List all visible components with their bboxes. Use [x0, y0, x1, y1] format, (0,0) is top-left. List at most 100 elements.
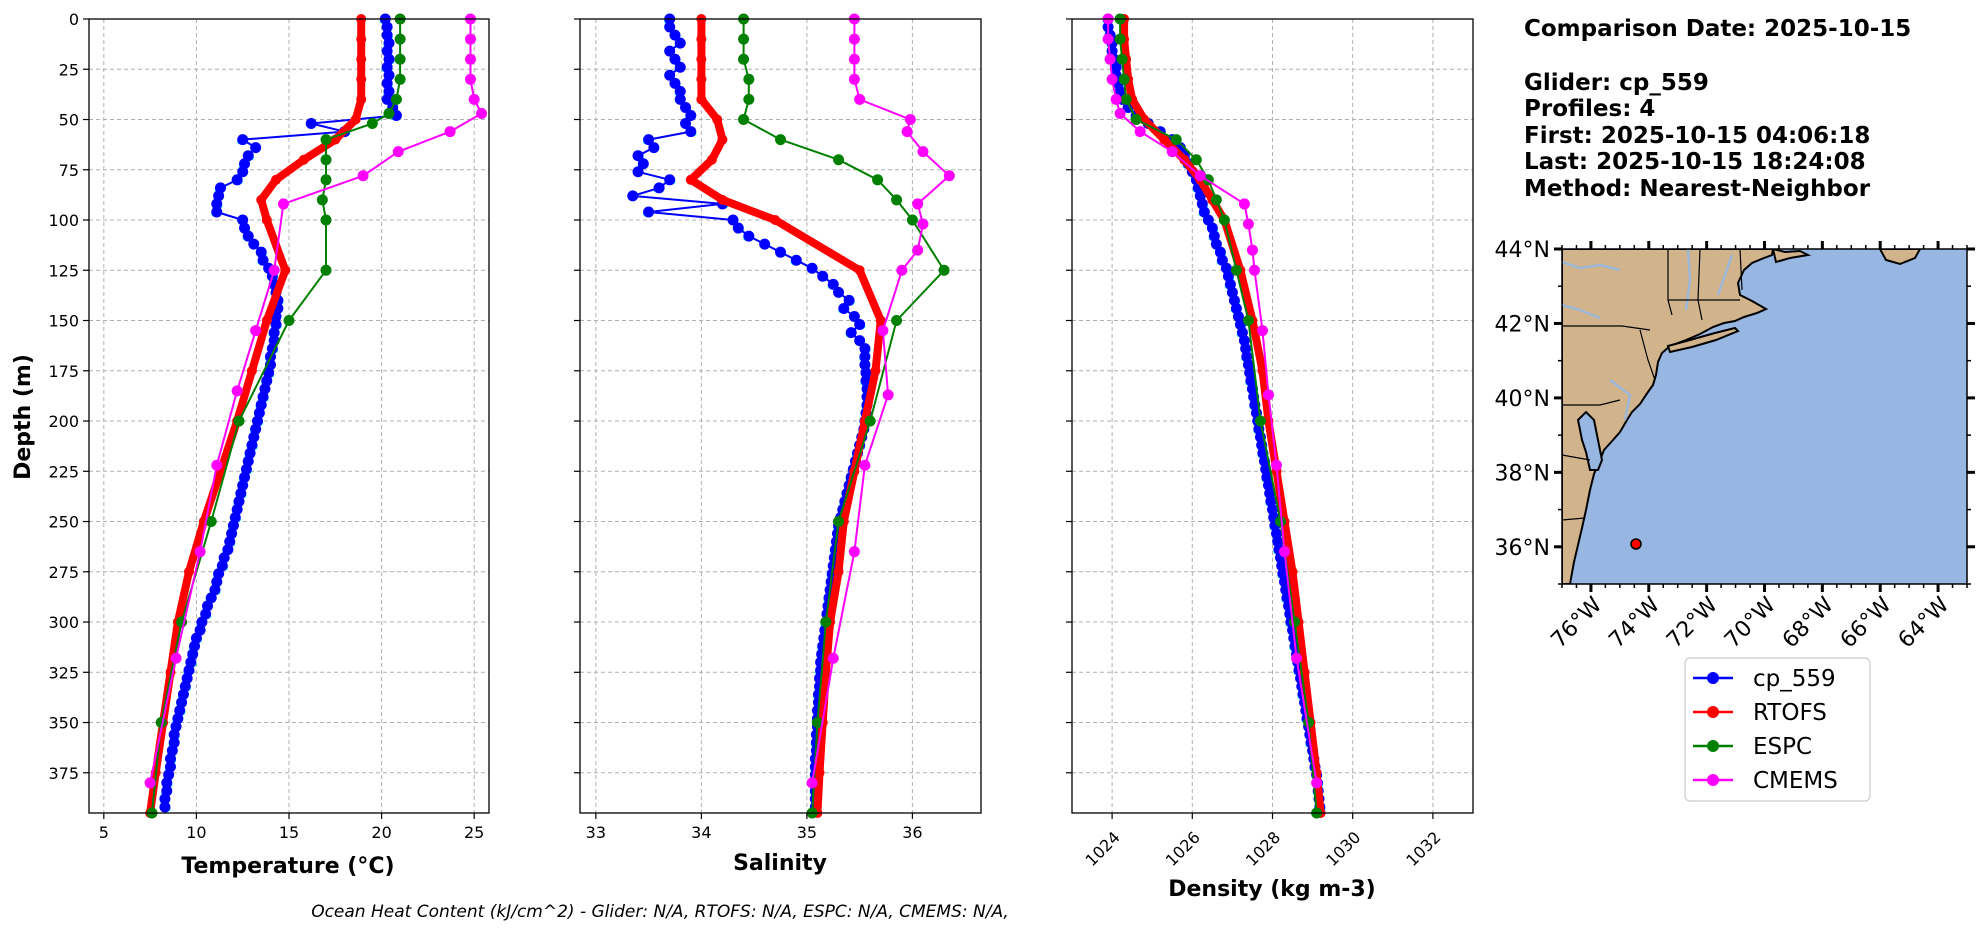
data-point-ESPC — [864, 415, 876, 427]
data-point-CMEMS — [806, 777, 818, 789]
data-point-cp_559 — [664, 21, 676, 33]
data-point-cp_559 — [674, 93, 686, 105]
y-tick-label: 375 — [48, 764, 79, 783]
data-point-ESPC — [1254, 415, 1266, 427]
data-point-CMEMS — [1246, 244, 1258, 256]
profile-count: Profiles: 4 — [1524, 96, 1655, 122]
data-point-RTOFS — [717, 134, 728, 145]
y-tick-label: 175 — [48, 362, 79, 381]
data-point-cp_559 — [643, 206, 655, 218]
delmarva-peninsula — [1576, 410, 1604, 471]
location-map: 44°N 42°N 40°N 38°N 36°N 76°W74°W72°W70°W68°W… — [1495, 238, 1975, 653]
data-point-ESPC — [738, 114, 750, 126]
temperature-panel: 5 10 15 20 250255075100125150175200225250275… — [48, 10, 490, 842]
data-point-CMEMS — [1104, 53, 1116, 65]
data-point-cp_559 — [268, 327, 280, 339]
series-line-ESPC — [151, 19, 402, 814]
long-island — [1666, 326, 1740, 354]
data-point-ESPC — [891, 315, 903, 327]
data-point-cp_559 — [231, 174, 243, 186]
data-point-RTOFS — [875, 315, 886, 326]
data-point-ESPC — [891, 194, 903, 206]
data-point-cp_559 — [1110, 61, 1122, 73]
data-point-cp_559 — [242, 230, 254, 242]
series-line-cp_559 — [163, 18, 398, 807]
data-point-cp_559 — [653, 182, 665, 194]
lon-label: 68°W — [1778, 592, 1839, 653]
lat-label: 36°N — [1495, 536, 1550, 561]
salinity-axis-label: Salinity — [733, 851, 827, 876]
data-point-RTOFS — [271, 174, 282, 185]
data-point-CMEMS — [848, 546, 860, 558]
series-cp_559 — [627, 13, 873, 813]
y-tick-label: 125 — [48, 261, 79, 280]
data-point-CMEMS — [250, 325, 262, 337]
series-CMEMS — [1102, 13, 1323, 789]
data-point-RTOFS — [706, 154, 717, 165]
legend-item-cp_559: cp_559 — [1693, 666, 1836, 692]
data-point-cp_559 — [248, 238, 260, 250]
data-point-cp_559 — [838, 302, 850, 314]
data-point-ESPC — [320, 134, 332, 146]
data-point-CMEMS — [277, 198, 289, 210]
data-point-CMEMS — [854, 93, 866, 105]
lat-label: 44°N — [1495, 238, 1550, 263]
data-point-CMEMS — [1110, 93, 1122, 105]
data-point-RTOFS — [696, 94, 707, 105]
data-point-CMEMS — [268, 264, 280, 276]
data-point-ESPC — [1118, 73, 1130, 85]
data-point-RTOFS — [696, 34, 707, 45]
legend-item-ESPC: ESPC — [1693, 734, 1812, 760]
y-tick-label: 300 — [48, 613, 79, 632]
data-point-ESPC — [906, 214, 918, 226]
data-point-ESPC — [205, 516, 217, 528]
density-panel: 1024 1026 1028 1030 1032 — [1066, 13, 1474, 870]
series-RTOFS — [685, 14, 886, 818]
data-point-cp_559 — [669, 53, 681, 65]
data-point-RTOFS — [696, 74, 707, 85]
data-point-CMEMS — [904, 114, 916, 126]
y-tick-label: 150 — [48, 312, 79, 331]
data-point-cp_559 — [669, 29, 681, 41]
data-point-ESPC — [811, 717, 823, 729]
data-point-RTOFS — [356, 54, 367, 65]
data-point-CMEMS — [1194, 170, 1206, 182]
data-point-cp_559 — [643, 134, 655, 146]
data-point-CMEMS — [231, 385, 243, 397]
data-point-CMEMS — [1106, 73, 1118, 85]
data-point-cp_559 — [1246, 383, 1258, 395]
data-point-RTOFS — [356, 94, 367, 105]
x-tick-label: 5 — [99, 823, 109, 842]
data-point-ESPC — [366, 118, 378, 130]
glider-location-marker — [1630, 538, 1642, 550]
data-point-cp_559 — [1242, 359, 1254, 371]
data-point-RTOFS — [1287, 566, 1298, 577]
data-point-cp_559 — [759, 238, 771, 250]
data-point-ESPC — [738, 53, 750, 65]
data-point-cp_559 — [1240, 343, 1252, 355]
legend-label: ESPC — [1753, 734, 1812, 760]
lat-label: 38°N — [1495, 461, 1550, 486]
data-point-cp_559 — [1262, 479, 1274, 491]
data-point-RTOFS — [356, 74, 367, 85]
y-tick-label: 100 — [48, 211, 79, 230]
data-point-cp_559 — [648, 142, 660, 154]
data-point-CMEMS — [444, 126, 456, 138]
data-point-ESPC — [1303, 717, 1315, 729]
data-point-CMEMS — [901, 126, 913, 138]
data-point-ESPC — [872, 174, 884, 186]
data-point-CMEMS — [1262, 389, 1274, 401]
first-profile-time: First: 2025-10-15 04:06:18 — [1524, 123, 1870, 149]
data-point-CMEMS — [912, 244, 924, 256]
data-point-cp_559 — [257, 254, 269, 266]
data-point-cp_559 — [159, 793, 171, 805]
data-point-cp_559 — [1260, 463, 1272, 475]
data-point-cp_559 — [685, 126, 697, 138]
legend-label: cp_559 — [1753, 666, 1836, 692]
data-point-cp_559 — [237, 166, 249, 178]
legend-item-RTOFS: RTOFS — [1693, 700, 1827, 726]
data-point-ESPC — [938, 264, 950, 276]
data-point-RTOFS — [870, 365, 881, 376]
data-point-cp_559 — [827, 278, 839, 290]
